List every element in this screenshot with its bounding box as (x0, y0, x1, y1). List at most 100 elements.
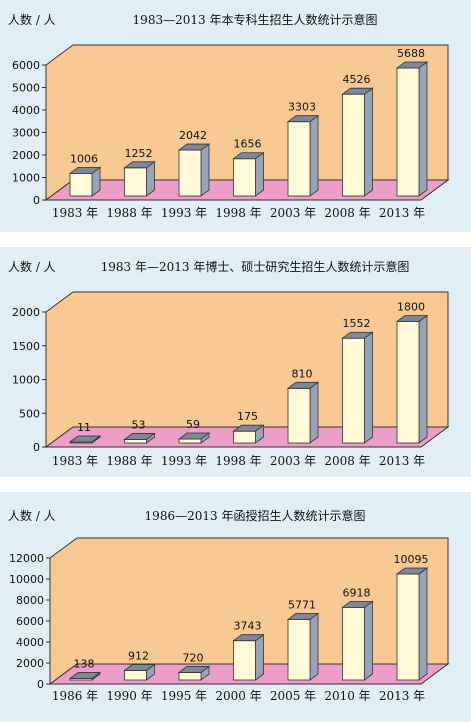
bar (178, 149, 202, 197)
chart-panel-2: 人数 / 人 1983 年—2013 年博士、硕士研究生招生人数统计示意图 0 5… (0, 247, 471, 477)
bar (342, 93, 365, 197)
x-tick-label: 2005 年 (270, 689, 316, 703)
y-tick-label: 0 (33, 441, 40, 454)
bar-side (364, 331, 373, 444)
chart-title: 1983 年—2013 年博士、硕士研究生招生人数统计示意图 (101, 259, 410, 274)
bar-top (232, 634, 265, 642)
data-label: 10095 (394, 553, 429, 566)
bar (342, 337, 365, 444)
bar (124, 439, 147, 444)
bar-top (123, 433, 156, 440)
bar-top (68, 166, 102, 174)
y-axis-unit-label: 人数 / 人 (8, 259, 56, 274)
x-tick-label: 1995 年 (161, 689, 207, 703)
y-tick-label: 5000 (12, 82, 40, 95)
data-label: 3743 (234, 620, 262, 633)
data-label: 59 (186, 418, 200, 431)
y-tick-label: 1000 (12, 172, 40, 185)
bar-top (177, 143, 211, 151)
x-tick-label: 2003 年 (270, 454, 316, 468)
y-tick-label: 8000 (16, 594, 44, 607)
data-label: 53 (132, 418, 146, 431)
bar-side (309, 114, 319, 197)
bar-side (418, 567, 428, 681)
bar-top (286, 381, 320, 389)
bar-top (68, 672, 102, 679)
bar-top (395, 61, 429, 69)
bar-side (364, 87, 373, 197)
x-tick-label: 1998 年 (215, 454, 261, 468)
y-tick-label: 10000 (9, 573, 44, 586)
bar-side (200, 143, 210, 197)
back-wall (45, 291, 449, 448)
data-label: 11 (77, 421, 91, 434)
bar (396, 321, 420, 444)
bar (233, 640, 256, 681)
y-tick-label: 4000 (12, 104, 40, 117)
y-tick-label: 0 (33, 194, 40, 207)
y-tick-label: 2000 (12, 306, 40, 319)
bar-top (232, 152, 265, 160)
x-tick-label: 2003 年 (270, 206, 316, 220)
data-label: 1800 (397, 301, 425, 314)
data-label: 1552 (343, 317, 371, 330)
bar-top (68, 435, 102, 443)
bar (178, 672, 202, 681)
bar-side (255, 633, 264, 681)
x-tick-label: 2013 年 (379, 206, 425, 220)
x-tick-label: 1993 年 (161, 206, 207, 220)
bar-top (123, 664, 156, 671)
x-tick-label: 2008 年 (324, 454, 370, 468)
chart-title: 1983—2013 年本专科生招生人数统计示意图 (133, 12, 378, 27)
y-tick-label: 4000 (16, 636, 44, 649)
x-tick-label: 1986 年 (52, 689, 98, 703)
bar-side (418, 314, 428, 444)
bar-top (177, 432, 211, 440)
bar (342, 606, 365, 681)
x-tick-label: 1988 年 (106, 206, 152, 220)
y-tick-label: 6000 (16, 615, 44, 628)
x-tick-label: 2000 年 (215, 689, 261, 703)
bar-top (395, 567, 429, 575)
x-tick-label: 2008 年 (324, 206, 370, 220)
y-tick-label: 500 (19, 407, 40, 420)
y-tick-label: 1500 (12, 340, 40, 353)
bar (69, 172, 93, 197)
y-tick-label: 2000 (16, 657, 44, 670)
chart-undergrad-enrollment: 人数 / 人 1983—2013 年本专科生招生人数统计示意图 0 1000 200… (8, 12, 450, 220)
bar (124, 670, 147, 681)
x-tick-label: 2013 年 (379, 689, 425, 703)
bar-side (309, 381, 319, 444)
y-tick-label: 0 (37, 678, 44, 691)
data-label: 5688 (397, 47, 425, 60)
y-tick-label: 12000 (9, 552, 44, 565)
chart-panel-3: 人数 / 人 1986—2013 年函授招生人数统计示意图 0 2000 4000 6… (0, 492, 471, 722)
data-label: 720 (183, 651, 204, 664)
y-axis-unit-label: 人数 / 人 (8, 12, 56, 27)
bar-top (395, 315, 429, 322)
chart-graduate-enrollment: 人数 / 人 1983 年—2013 年博士、硕士研究生招生人数统计示意图 0 5… (8, 259, 450, 468)
data-label: 138 (74, 658, 95, 671)
y-tick-label: 2000 (12, 149, 40, 162)
bar-top (341, 331, 374, 339)
y-tick-label: 6000 (12, 59, 40, 72)
x-tick-label: 1990 年 (106, 689, 152, 703)
bar-top (177, 666, 211, 673)
x-tick-label: 2013 年 (379, 454, 425, 468)
bar (396, 67, 420, 197)
data-label: 5771 (288, 598, 316, 611)
x-tick-label: 1998 年 (215, 206, 261, 220)
data-label: 175 (237, 410, 258, 423)
bar-side (364, 600, 373, 681)
x-tick-label: 1988 年 (106, 454, 152, 468)
data-label: 912 (128, 649, 149, 662)
bar-top (123, 161, 156, 169)
bar-top (232, 424, 265, 432)
bar-side (309, 612, 319, 681)
bar (233, 430, 256, 444)
x-tick-label: 2010 年 (324, 689, 370, 703)
bar-top (341, 600, 374, 608)
bar-side (255, 151, 264, 197)
bar-top (286, 613, 320, 620)
bar-side (418, 61, 428, 197)
